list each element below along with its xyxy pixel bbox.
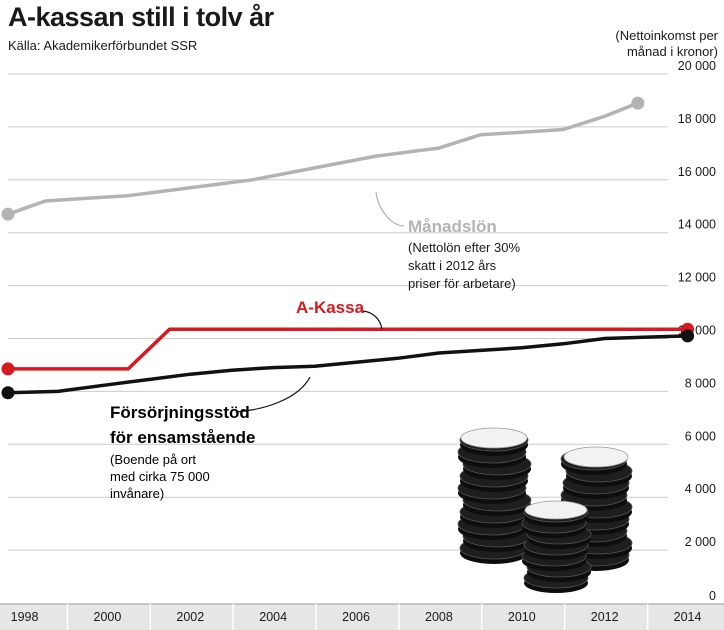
grid-layer — [8, 73, 668, 551]
y-tick-label: 4 000 — [685, 482, 716, 496]
x-tick-label: 1998 — [11, 610, 39, 624]
x-tick-label: 2012 — [591, 610, 619, 624]
unit-label-line: (Nettoinkomst per — [615, 28, 718, 43]
manadslon-annotation: Månadslön (Nettolön efter 30% skatt i 20… — [375, 191, 520, 291]
chart-title: A-kassan still i tolv år — [8, 2, 274, 32]
manadslon-note-line: priser för arbetare) — [408, 276, 516, 291]
manadslon-leader-line — [375, 191, 405, 227]
manadslon-note-line: skatt i 2012 års — [408, 258, 497, 273]
x-axis: 1998 2000 2002 2004 2006 2008 2010 2012 2014 — [0, 603, 724, 630]
manadslon-start-point — [1, 207, 15, 221]
coins-illustration — [457, 427, 633, 593]
y-tick-label: 20 000 — [678, 59, 716, 73]
chart-source: Källa: Akademikerförbundet SSR — [8, 38, 198, 53]
unit-label-line: månad i kronor) — [626, 44, 718, 59]
akassa-line — [6, 327, 690, 371]
x-axis-band — [0, 604, 724, 630]
manadslon-line — [6, 101, 640, 216]
akassa-leader-line — [362, 310, 383, 330]
x-tick-label: 2000 — [94, 610, 122, 624]
y-tick-label: 16 000 — [678, 165, 716, 179]
akassa-start-point — [1, 362, 15, 376]
forsorjning-note-line: invånare) — [110, 486, 164, 501]
forsorjning-note-line: (Boende på ort — [110, 452, 196, 467]
series-layer — [1, 96, 695, 400]
y-axis-unit-label: (Nettoinkomst per månad i kronor) — [538, 28, 718, 60]
forsorjning-end-point — [681, 329, 695, 343]
x-tick-label: 2014 — [674, 610, 702, 624]
y-tick-label: 12 000 — [678, 271, 716, 285]
manadslon-label: Månadslön — [408, 217, 497, 236]
forsorjning-start-point — [1, 386, 15, 400]
x-tick-label: 2010 — [508, 610, 536, 624]
y-tick-label: 2 000 — [685, 535, 716, 549]
forsorjning-annotation: Försörjningsstöd för ensamstående (Boend… — [110, 376, 311, 501]
akassa-annotation: A-Kassa — [296, 298, 383, 330]
x-tick-label: 2004 — [259, 610, 287, 624]
forsorjning-line — [6, 334, 690, 395]
forsorjning-note-line: med cirka 75 000 — [110, 469, 210, 484]
y-tick-label: 6 000 — [685, 429, 716, 443]
coin-top — [524, 500, 588, 520]
forsorjning-label-line: för ensamstående — [110, 428, 256, 447]
forsorjning-leader-line — [235, 376, 311, 413]
y-tick-label: 14 000 — [678, 218, 716, 232]
manadslon-note-line: (Nettolön efter 30% — [408, 240, 520, 255]
manadslon-end-point — [631, 96, 645, 110]
x-tick-label: 2008 — [425, 610, 453, 624]
y-tick-label: 18 000 — [678, 112, 716, 126]
akassa-label: A-Kassa — [296, 298, 365, 317]
x-tick-label: 2006 — [342, 610, 370, 624]
coin-top — [563, 446, 629, 468]
x-tick-label: 2002 — [176, 610, 204, 624]
forsorjning-label-line: Försörjningsstöd — [110, 403, 250, 422]
y-tick-label: 0 — [709, 589, 716, 603]
coin-top — [460, 427, 528, 449]
y-tick-label: 8 000 — [685, 376, 716, 390]
